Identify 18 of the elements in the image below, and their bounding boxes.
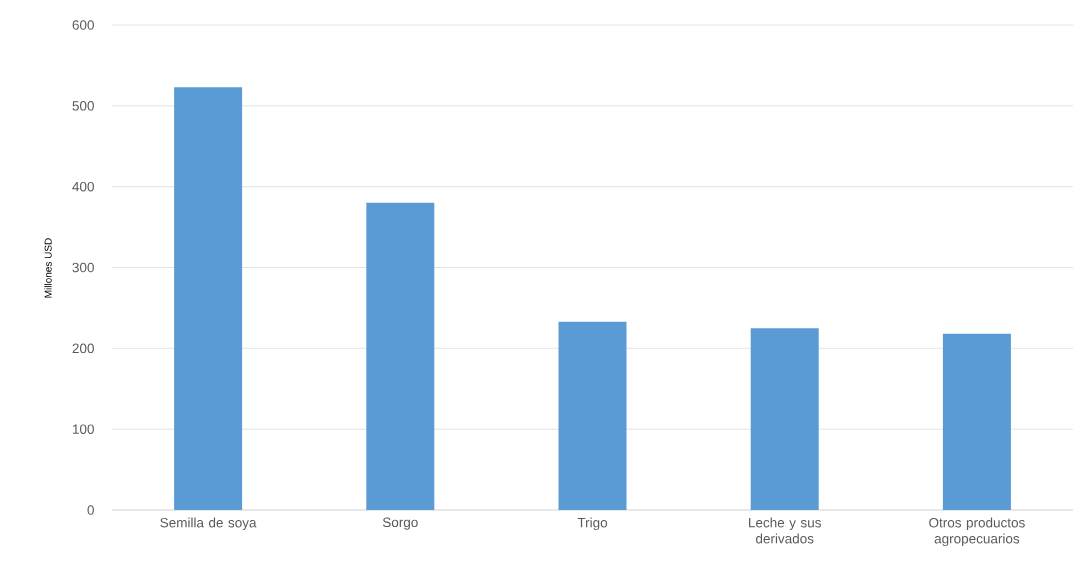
x-tick-label: Leche y sus derivados [749,517,821,544]
x-tick-label: Sorgo [382,517,418,530]
bar [174,87,243,510]
x-tick-label: Trigo [577,517,608,531]
y-tick-label: 500 [72,101,94,111]
x-tick-label: Otros productos agropecuarios [929,517,1025,547]
y-tick-label: 100 [72,424,94,434]
bar [366,202,435,510]
y-tick-label: 300 [72,262,94,273]
y-tick-label: 600 [72,20,94,30]
bar [750,328,819,510]
y-tick-label: 0 [87,505,94,515]
y-tick-label: 400 [72,181,94,192]
bar [558,321,627,510]
y-tick-label: 200 [72,343,94,354]
bar [942,333,1011,510]
y-axis-title: Millones USD [44,238,52,298]
x-tick-label: Semilla de soya [160,517,257,531]
